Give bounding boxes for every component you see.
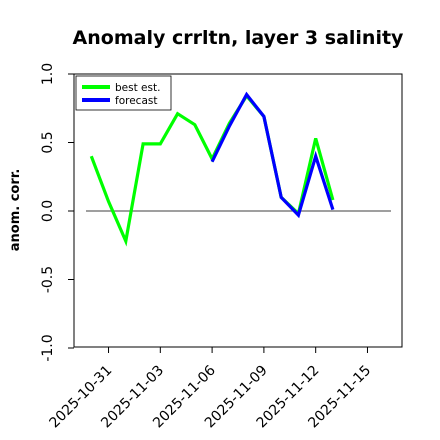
y-tick-label: 1.0 xyxy=(40,63,56,85)
y-tick-label: -1.0 xyxy=(40,334,56,361)
y-tick-label: 0.5 xyxy=(40,131,56,153)
legend-box xyxy=(75,75,172,111)
series-line-forecast xyxy=(210,91,335,219)
y-tick-label: 0.0 xyxy=(40,200,56,222)
x-axis: 2025-10-312025-11-032025-11-062025-11-09… xyxy=(47,347,374,431)
legend-label-best-est: best est. xyxy=(115,82,160,94)
series-line-best-est xyxy=(89,93,335,247)
legend-label-forecast: forecast xyxy=(115,95,157,107)
y-axis-label: anom. corr. xyxy=(8,169,23,252)
series-layer xyxy=(89,91,335,247)
legend: best est. forecast xyxy=(75,75,172,111)
chart-title: Anomaly crrltn, layer 3 salinity xyxy=(73,27,404,49)
y-axis: -1.0 -0.5 0.0 0.5 1.0 xyxy=(40,63,74,362)
y-tick-label: -0.5 xyxy=(40,266,56,293)
